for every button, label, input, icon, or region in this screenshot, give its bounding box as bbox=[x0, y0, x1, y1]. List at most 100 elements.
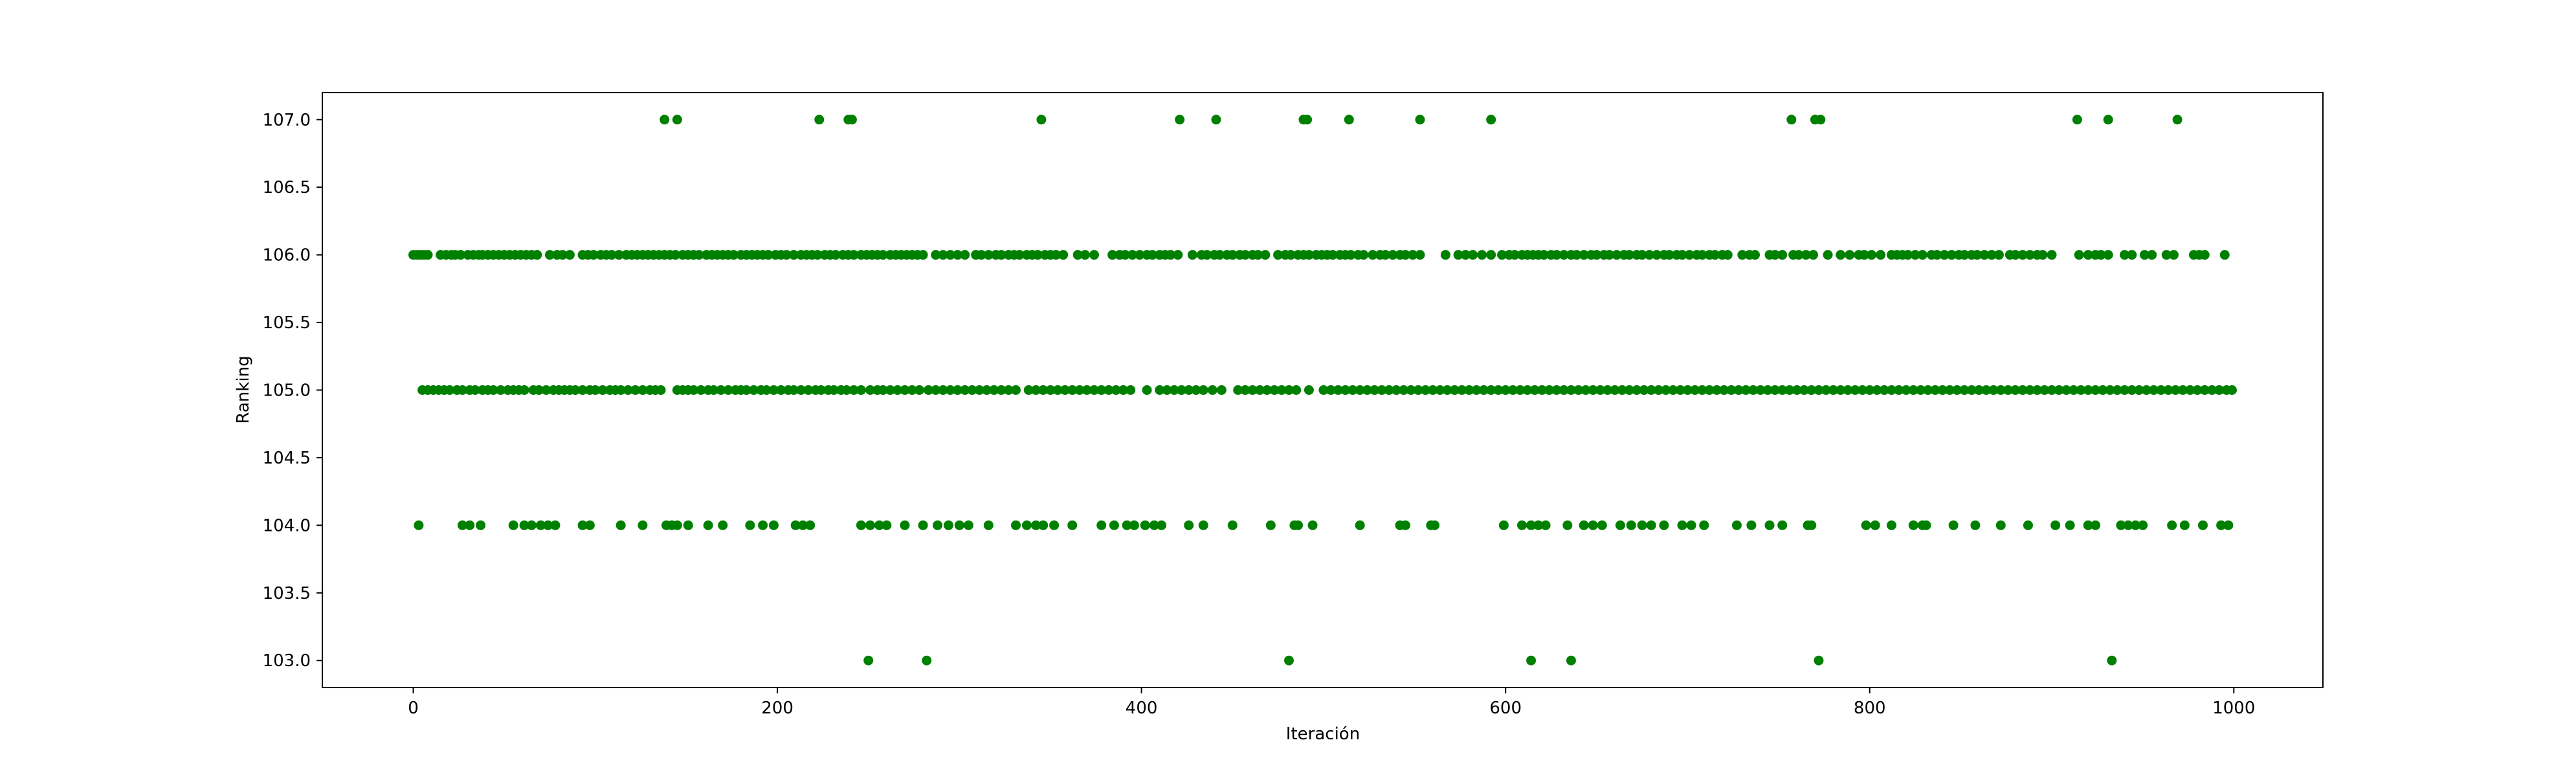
data-point bbox=[1399, 385, 1409, 395]
data-point bbox=[1045, 385, 1056, 395]
data-point bbox=[2098, 385, 2108, 395]
data-point bbox=[983, 250, 994, 260]
data-point bbox=[1566, 655, 1576, 666]
data-point bbox=[1870, 520, 1880, 530]
data-point bbox=[1096, 520, 1107, 530]
data-point bbox=[1014, 250, 1025, 260]
data-point bbox=[1216, 385, 1227, 395]
data-point bbox=[1850, 385, 1860, 395]
data-point bbox=[1814, 385, 1824, 395]
data-point bbox=[2161, 250, 2171, 260]
data-point bbox=[1624, 385, 1634, 395]
data-point bbox=[1089, 250, 1099, 260]
data-point bbox=[1901, 385, 1911, 395]
data-point bbox=[1923, 385, 1933, 395]
data-point bbox=[1359, 250, 1369, 260]
data-point bbox=[544, 250, 555, 260]
data-point bbox=[2197, 520, 2208, 530]
data-point bbox=[1777, 385, 1788, 395]
data-point bbox=[1435, 385, 1445, 395]
data-point bbox=[465, 520, 475, 530]
data-point bbox=[1801, 250, 1811, 260]
data-point bbox=[1498, 520, 1509, 530]
data-point bbox=[1823, 250, 1833, 260]
data-point bbox=[1327, 250, 1338, 260]
data-point bbox=[1843, 385, 1853, 395]
y-axis-ticks: 103.0 103.5 104.0 104.5 105.0 105.5 106.0 106.5… bbox=[263, 111, 322, 671]
data-point bbox=[1814, 655, 1824, 666]
data-point bbox=[1177, 385, 1187, 395]
data-point bbox=[683, 520, 693, 530]
data-point bbox=[1719, 385, 1729, 395]
data-point bbox=[1538, 250, 1549, 260]
data-point bbox=[1974, 385, 1984, 395]
data-point bbox=[1748, 385, 1759, 395]
data-point bbox=[1595, 385, 1605, 395]
data-point bbox=[623, 385, 633, 395]
data-point bbox=[788, 385, 799, 395]
data-point bbox=[1304, 385, 1314, 395]
data-point bbox=[1845, 250, 1855, 260]
data-point bbox=[1135, 250, 1145, 260]
data-point bbox=[1262, 385, 1272, 395]
data-point bbox=[1400, 250, 1410, 260]
data-point bbox=[874, 520, 885, 530]
data-point bbox=[1370, 385, 1380, 395]
data-point bbox=[1036, 115, 1047, 125]
data-point bbox=[1808, 250, 1819, 260]
data-point bbox=[1304, 250, 1314, 260]
data-point bbox=[1058, 250, 1069, 260]
data-point bbox=[1109, 520, 1119, 530]
data-point bbox=[763, 250, 773, 260]
data-point bbox=[882, 520, 892, 530]
data-point bbox=[1142, 385, 1152, 395]
data-point bbox=[1440, 250, 1450, 260]
data-point bbox=[1442, 385, 1452, 395]
data-point bbox=[1011, 385, 1021, 395]
data-point bbox=[729, 250, 739, 260]
data-point bbox=[796, 385, 806, 395]
data-point bbox=[696, 385, 706, 395]
data-point bbox=[1887, 385, 1897, 395]
data-point bbox=[2091, 385, 2101, 395]
data-point bbox=[2103, 115, 2113, 125]
data-point bbox=[830, 250, 841, 260]
data-point bbox=[606, 250, 617, 260]
data-point bbox=[638, 385, 648, 395]
data-point bbox=[1894, 385, 1904, 395]
data-point bbox=[1639, 385, 1649, 395]
data-point bbox=[1644, 250, 1654, 260]
data-point bbox=[1227, 520, 1238, 530]
data-point bbox=[1509, 250, 1520, 260]
data-point bbox=[918, 520, 928, 530]
data-point bbox=[1406, 385, 1416, 395]
data-point bbox=[849, 250, 859, 260]
data-point bbox=[2010, 385, 2021, 395]
data-point bbox=[1104, 385, 1114, 395]
data-point bbox=[776, 385, 786, 395]
data-point bbox=[470, 385, 480, 395]
data-point bbox=[614, 250, 624, 260]
data-point bbox=[741, 385, 751, 395]
data-point bbox=[885, 385, 895, 395]
data-point bbox=[1675, 385, 1685, 395]
data-point bbox=[723, 385, 733, 395]
data-point bbox=[1082, 385, 1092, 395]
data-point bbox=[616, 520, 626, 530]
data-point bbox=[1478, 385, 1489, 395]
data-point bbox=[900, 520, 910, 530]
data-point bbox=[1697, 250, 1707, 260]
data-point bbox=[996, 250, 1006, 260]
data-point bbox=[1903, 250, 1913, 260]
data-point bbox=[1500, 385, 1511, 395]
data-point bbox=[588, 250, 599, 260]
data-point bbox=[2083, 520, 2093, 530]
data-point bbox=[907, 385, 917, 395]
data-point bbox=[2214, 385, 2225, 395]
data-point bbox=[1118, 385, 1128, 395]
data-point bbox=[1233, 385, 1243, 395]
data-point bbox=[1770, 250, 1780, 260]
data-point bbox=[1096, 385, 1107, 395]
data-point bbox=[914, 385, 924, 395]
data-point bbox=[1597, 520, 1607, 530]
